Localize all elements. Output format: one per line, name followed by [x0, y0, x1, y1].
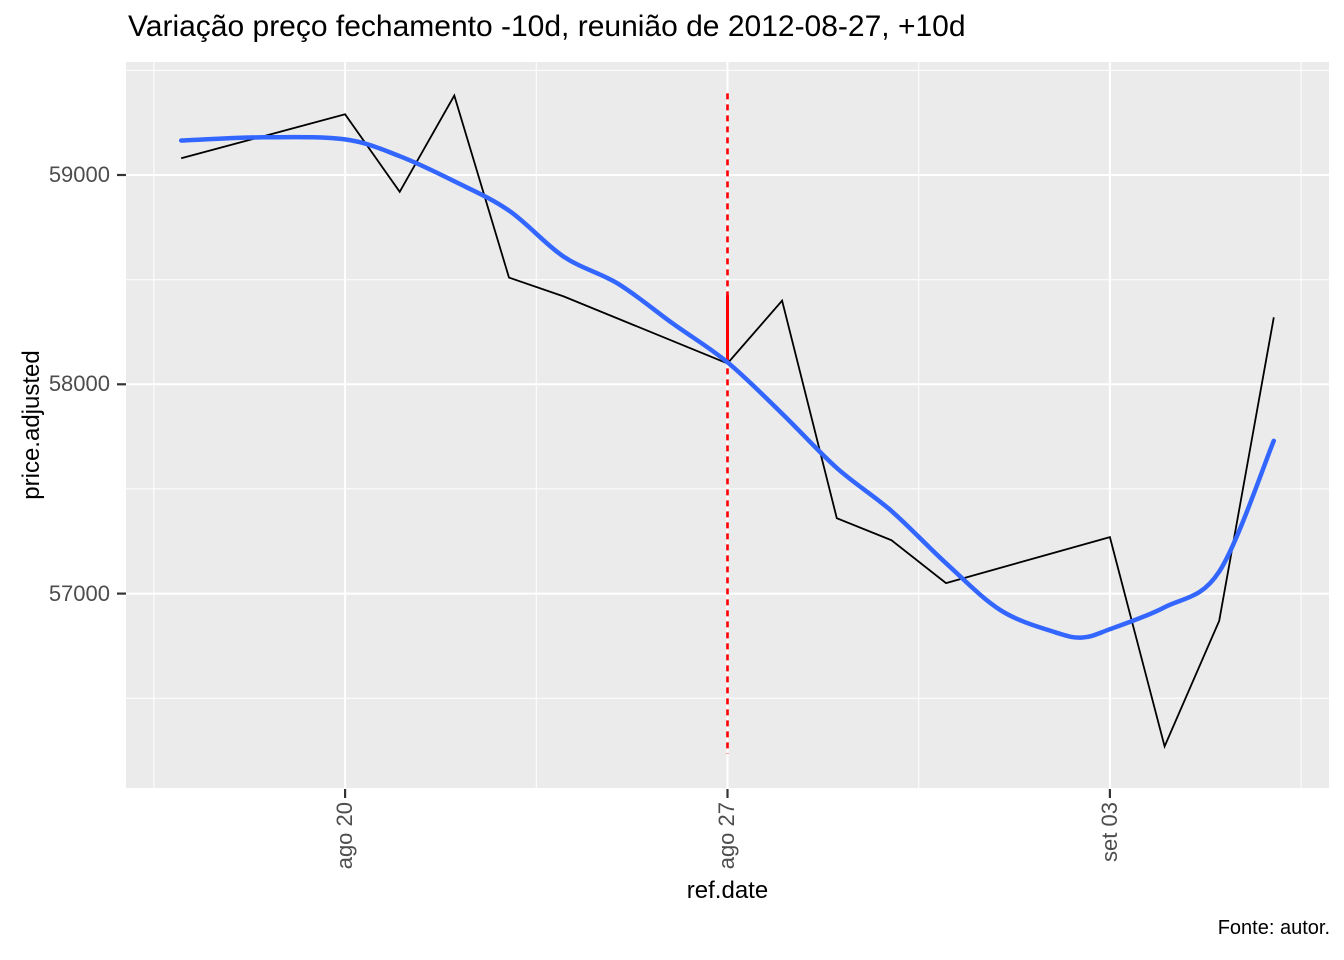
- plot-title: Variação preço fechamento -10d, reunião …: [128, 10, 966, 43]
- x-tick-label-text: ago 20: [332, 802, 357, 870]
- x-axis-title: ref.date: [686, 877, 769, 904]
- price-line: [180, 93, 1275, 750]
- caption: Fonte: autor.: [1217, 917, 1330, 939]
- smooth-line: [178, 134, 1277, 640]
- x-tick-label: ago 27: [714, 802, 740, 869]
- x-tick-label: set 03: [1097, 802, 1123, 862]
- y-tick-label: 57000: [48, 581, 110, 606]
- x-tick-label-text: ago 27: [714, 802, 739, 870]
- x-tick-label: ago 20: [332, 802, 358, 869]
- y-tick-label: 58000: [48, 371, 110, 396]
- y-tick-label: 59000: [48, 162, 110, 187]
- x-tick-label-text: set 03: [1097, 802, 1122, 862]
